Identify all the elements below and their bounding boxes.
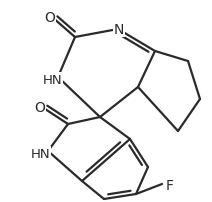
Text: O: O [45,11,55,25]
Text: F: F [166,178,174,192]
Text: O: O [35,101,45,115]
Text: HN: HN [43,73,63,86]
Text: HN: HN [31,147,51,160]
Text: N: N [114,23,124,37]
